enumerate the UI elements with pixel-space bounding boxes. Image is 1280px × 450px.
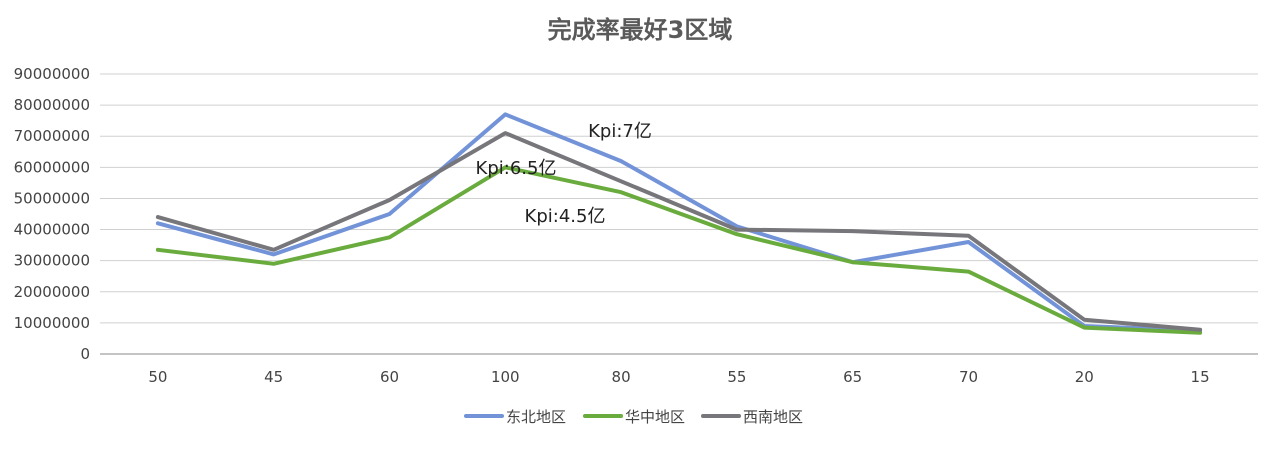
y-tick-label: 40000000: [14, 221, 90, 239]
legend: 东北地区 华中地区 西南地区: [466, 408, 803, 426]
y-tick-label: 30000000: [14, 252, 90, 270]
kpi-annotation: Kpi:7亿: [588, 121, 652, 142]
series-lines: [158, 114, 1200, 333]
x-tick-label: 50: [148, 368, 167, 386]
kpi-annotation: Kpi:6.5亿: [476, 158, 557, 179]
y-tick-label: 0: [80, 345, 90, 363]
x-tick-label: 55: [727, 368, 746, 386]
y-tick-label: 20000000: [14, 283, 90, 301]
y-tick-label: 70000000: [14, 127, 90, 145]
x-tick-label: 70: [959, 368, 978, 386]
legend-label: 西南地区: [743, 408, 803, 426]
y-tick-label: 60000000: [14, 158, 90, 176]
kpi-annotation: Kpi:4.5亿: [525, 206, 606, 227]
chart-title: 完成率最好3区域: [548, 16, 733, 44]
x-tick-label: 45: [264, 368, 283, 386]
y-tick-label: 50000000: [14, 189, 90, 207]
x-tick-label: 80: [612, 368, 631, 386]
y-tick-label: 90000000: [14, 65, 90, 83]
x-axis-ticks: 50 45 60 100 80 55 65 70 20 15: [148, 368, 1209, 386]
x-tick-label: 65: [843, 368, 862, 386]
y-tick-label: 10000000: [14, 314, 90, 332]
x-tick-label: 20: [1075, 368, 1094, 386]
y-axis-ticks: 0 10000000 20000000 30000000 40000000 5000000…: [14, 65, 90, 363]
x-tick-label: 15: [1191, 368, 1210, 386]
x-tick-label: 60: [380, 368, 399, 386]
legend-label: 华中地区: [625, 408, 685, 426]
legend-label: 东北地区: [506, 408, 566, 426]
series-line-2: [158, 133, 1200, 330]
series-line-0: [158, 114, 1200, 330]
x-tick-label: 100: [491, 368, 520, 386]
y-tick-label: 80000000: [14, 96, 90, 114]
